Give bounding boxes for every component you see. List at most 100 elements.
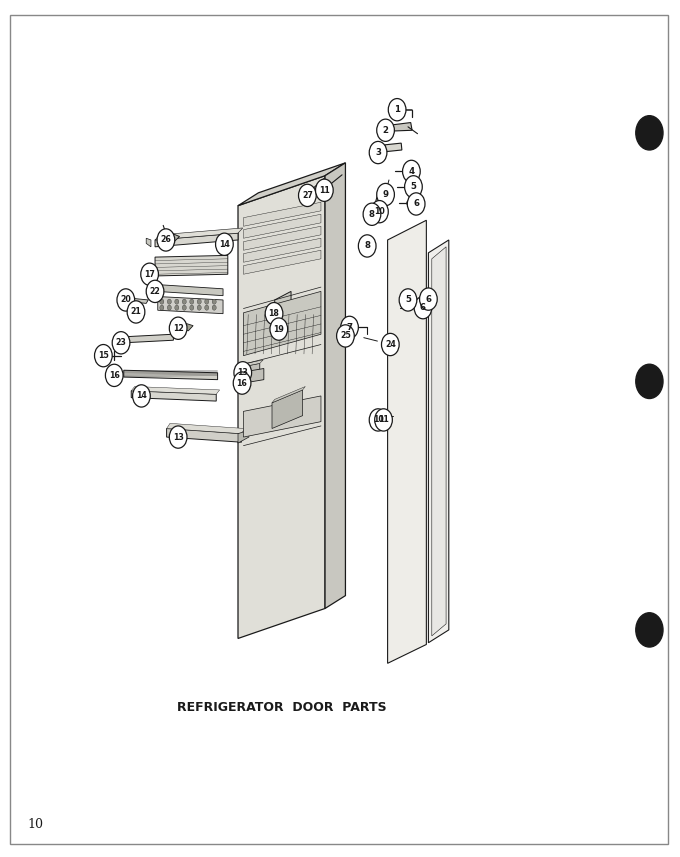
Text: 18: 18 xyxy=(269,309,279,318)
Circle shape xyxy=(212,299,216,304)
Polygon shape xyxy=(390,123,412,131)
Polygon shape xyxy=(124,334,173,343)
Text: 9: 9 xyxy=(383,190,388,199)
Text: 2: 2 xyxy=(383,126,388,135)
Circle shape xyxy=(95,345,112,367)
Circle shape xyxy=(636,364,663,399)
Polygon shape xyxy=(432,247,446,636)
Circle shape xyxy=(216,233,233,255)
Text: 5: 5 xyxy=(405,296,411,304)
Circle shape xyxy=(407,201,411,206)
Polygon shape xyxy=(243,250,321,274)
Circle shape xyxy=(403,169,407,174)
Polygon shape xyxy=(238,430,249,443)
Polygon shape xyxy=(238,360,263,368)
Circle shape xyxy=(197,305,201,310)
Circle shape xyxy=(299,184,316,207)
Circle shape xyxy=(117,289,135,311)
Circle shape xyxy=(405,176,422,198)
Circle shape xyxy=(190,299,194,304)
Text: 26: 26 xyxy=(160,236,171,244)
Polygon shape xyxy=(238,176,325,638)
Polygon shape xyxy=(155,228,243,240)
Polygon shape xyxy=(167,428,241,442)
Polygon shape xyxy=(428,240,449,643)
Circle shape xyxy=(160,305,164,310)
Circle shape xyxy=(146,280,164,303)
Circle shape xyxy=(381,333,399,356)
Circle shape xyxy=(175,305,179,310)
Circle shape xyxy=(388,99,406,121)
Circle shape xyxy=(375,409,392,431)
Circle shape xyxy=(371,201,388,223)
Text: 27: 27 xyxy=(302,191,313,200)
Circle shape xyxy=(399,289,417,311)
Text: 17: 17 xyxy=(144,270,155,279)
Text: 19: 19 xyxy=(273,325,284,333)
Text: REFRIGERATOR  DOOR  PARTS: REFRIGERATOR DOOR PARTS xyxy=(177,700,387,714)
Circle shape xyxy=(407,193,425,215)
Text: 21: 21 xyxy=(131,308,141,316)
Polygon shape xyxy=(155,233,238,247)
Polygon shape xyxy=(156,285,223,296)
Text: 13: 13 xyxy=(173,433,184,441)
Circle shape xyxy=(205,305,209,310)
Circle shape xyxy=(420,288,437,310)
Text: 13: 13 xyxy=(237,369,248,377)
Circle shape xyxy=(160,299,164,304)
Text: 16: 16 xyxy=(109,371,120,380)
Circle shape xyxy=(341,316,358,339)
Polygon shape xyxy=(243,369,264,383)
Circle shape xyxy=(197,299,201,304)
Polygon shape xyxy=(325,163,345,608)
Polygon shape xyxy=(167,423,245,434)
Polygon shape xyxy=(180,323,193,331)
Circle shape xyxy=(169,426,187,448)
Circle shape xyxy=(112,332,130,354)
Circle shape xyxy=(141,263,158,285)
Circle shape xyxy=(363,203,381,225)
Circle shape xyxy=(316,179,333,201)
Polygon shape xyxy=(243,291,321,356)
Polygon shape xyxy=(129,298,148,303)
Text: 6: 6 xyxy=(426,295,431,303)
Circle shape xyxy=(408,305,412,310)
Circle shape xyxy=(369,141,387,164)
Polygon shape xyxy=(238,163,345,206)
Circle shape xyxy=(414,297,432,319)
Text: 5: 5 xyxy=(411,183,416,191)
Text: 14: 14 xyxy=(136,392,147,400)
Polygon shape xyxy=(272,387,305,403)
Text: 12: 12 xyxy=(173,324,184,333)
Text: 10: 10 xyxy=(374,207,385,216)
Text: 11: 11 xyxy=(378,416,389,424)
Circle shape xyxy=(636,116,663,150)
Circle shape xyxy=(157,229,175,251)
Polygon shape xyxy=(272,390,303,428)
Circle shape xyxy=(408,297,412,303)
Circle shape xyxy=(133,385,150,407)
Polygon shape xyxy=(131,391,216,401)
Circle shape xyxy=(405,184,409,189)
Circle shape xyxy=(167,305,171,310)
Circle shape xyxy=(337,325,354,347)
Polygon shape xyxy=(243,226,321,250)
Text: 14: 14 xyxy=(219,240,230,249)
Polygon shape xyxy=(131,387,220,394)
Polygon shape xyxy=(275,291,291,313)
Text: 25: 25 xyxy=(340,332,351,340)
Text: 10: 10 xyxy=(373,416,384,424)
Polygon shape xyxy=(124,370,218,380)
Circle shape xyxy=(265,303,283,325)
Circle shape xyxy=(167,299,171,304)
Circle shape xyxy=(403,160,420,183)
Text: 8: 8 xyxy=(369,210,375,219)
Text: 23: 23 xyxy=(116,339,126,347)
Circle shape xyxy=(377,183,394,206)
Polygon shape xyxy=(155,255,228,276)
Circle shape xyxy=(190,305,194,310)
Circle shape xyxy=(127,301,145,323)
Text: 6: 6 xyxy=(413,200,419,208)
Text: 24: 24 xyxy=(385,340,396,349)
Text: 11: 11 xyxy=(319,186,330,195)
